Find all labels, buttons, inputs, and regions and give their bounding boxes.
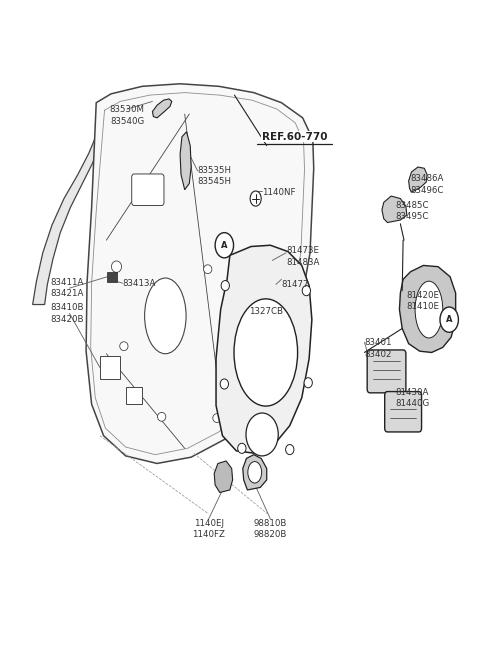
Ellipse shape <box>220 379 228 389</box>
Ellipse shape <box>234 299 298 406</box>
Text: A: A <box>221 240 228 250</box>
Text: 1140NF: 1140NF <box>262 189 296 197</box>
Text: 83401
83402: 83401 83402 <box>364 338 392 359</box>
Text: 1140EJ
1140FZ: 1140EJ 1140FZ <box>192 519 225 539</box>
Ellipse shape <box>157 413 166 421</box>
FancyBboxPatch shape <box>367 350 406 393</box>
Polygon shape <box>86 84 314 463</box>
Text: 83486A
83496C: 83486A 83496C <box>410 175 444 195</box>
Polygon shape <box>214 461 233 493</box>
Ellipse shape <box>120 342 128 351</box>
Text: 83410B
83420B: 83410B 83420B <box>50 303 84 324</box>
Text: 83411A
83421A: 83411A 83421A <box>50 278 84 298</box>
Ellipse shape <box>111 261 121 273</box>
Text: 83485C
83495C: 83485C 83495C <box>396 201 429 221</box>
Polygon shape <box>243 455 267 490</box>
Ellipse shape <box>213 414 221 422</box>
Text: 83413A: 83413A <box>122 279 156 288</box>
Ellipse shape <box>144 278 186 353</box>
FancyBboxPatch shape <box>384 392 421 432</box>
Text: 83530M
83540G: 83530M 83540G <box>109 105 144 125</box>
Ellipse shape <box>302 286 311 296</box>
Ellipse shape <box>415 281 443 338</box>
Circle shape <box>250 191 261 206</box>
Ellipse shape <box>221 281 229 290</box>
Text: 83535H
83545H: 83535H 83545H <box>198 166 232 186</box>
Polygon shape <box>382 196 407 223</box>
FancyBboxPatch shape <box>132 174 164 206</box>
Circle shape <box>440 307 458 332</box>
Bar <box>108 272 118 282</box>
Polygon shape <box>399 265 456 352</box>
Ellipse shape <box>304 378 312 388</box>
Text: 81420E
81410E: 81420E 81410E <box>407 290 440 311</box>
Text: 81473E
81483A: 81473E 81483A <box>286 246 320 267</box>
Bar <box>100 356 120 379</box>
Text: 81477: 81477 <box>281 280 309 289</box>
Polygon shape <box>408 167 427 193</box>
Ellipse shape <box>286 445 294 455</box>
Polygon shape <box>33 109 106 305</box>
Bar <box>126 386 142 404</box>
Text: A: A <box>446 315 453 324</box>
Circle shape <box>215 233 234 258</box>
Polygon shape <box>180 131 191 190</box>
Ellipse shape <box>238 443 246 453</box>
Text: 1327CB: 1327CB <box>249 307 283 316</box>
Text: 81430A
81440G: 81430A 81440G <box>396 388 430 408</box>
Text: 98810B
98820B: 98810B 98820B <box>254 519 287 539</box>
Ellipse shape <box>246 413 278 456</box>
Polygon shape <box>153 99 172 118</box>
Ellipse shape <box>204 265 212 273</box>
Polygon shape <box>216 245 312 453</box>
Text: REF.60-770: REF.60-770 <box>262 132 327 142</box>
Ellipse shape <box>248 462 262 483</box>
